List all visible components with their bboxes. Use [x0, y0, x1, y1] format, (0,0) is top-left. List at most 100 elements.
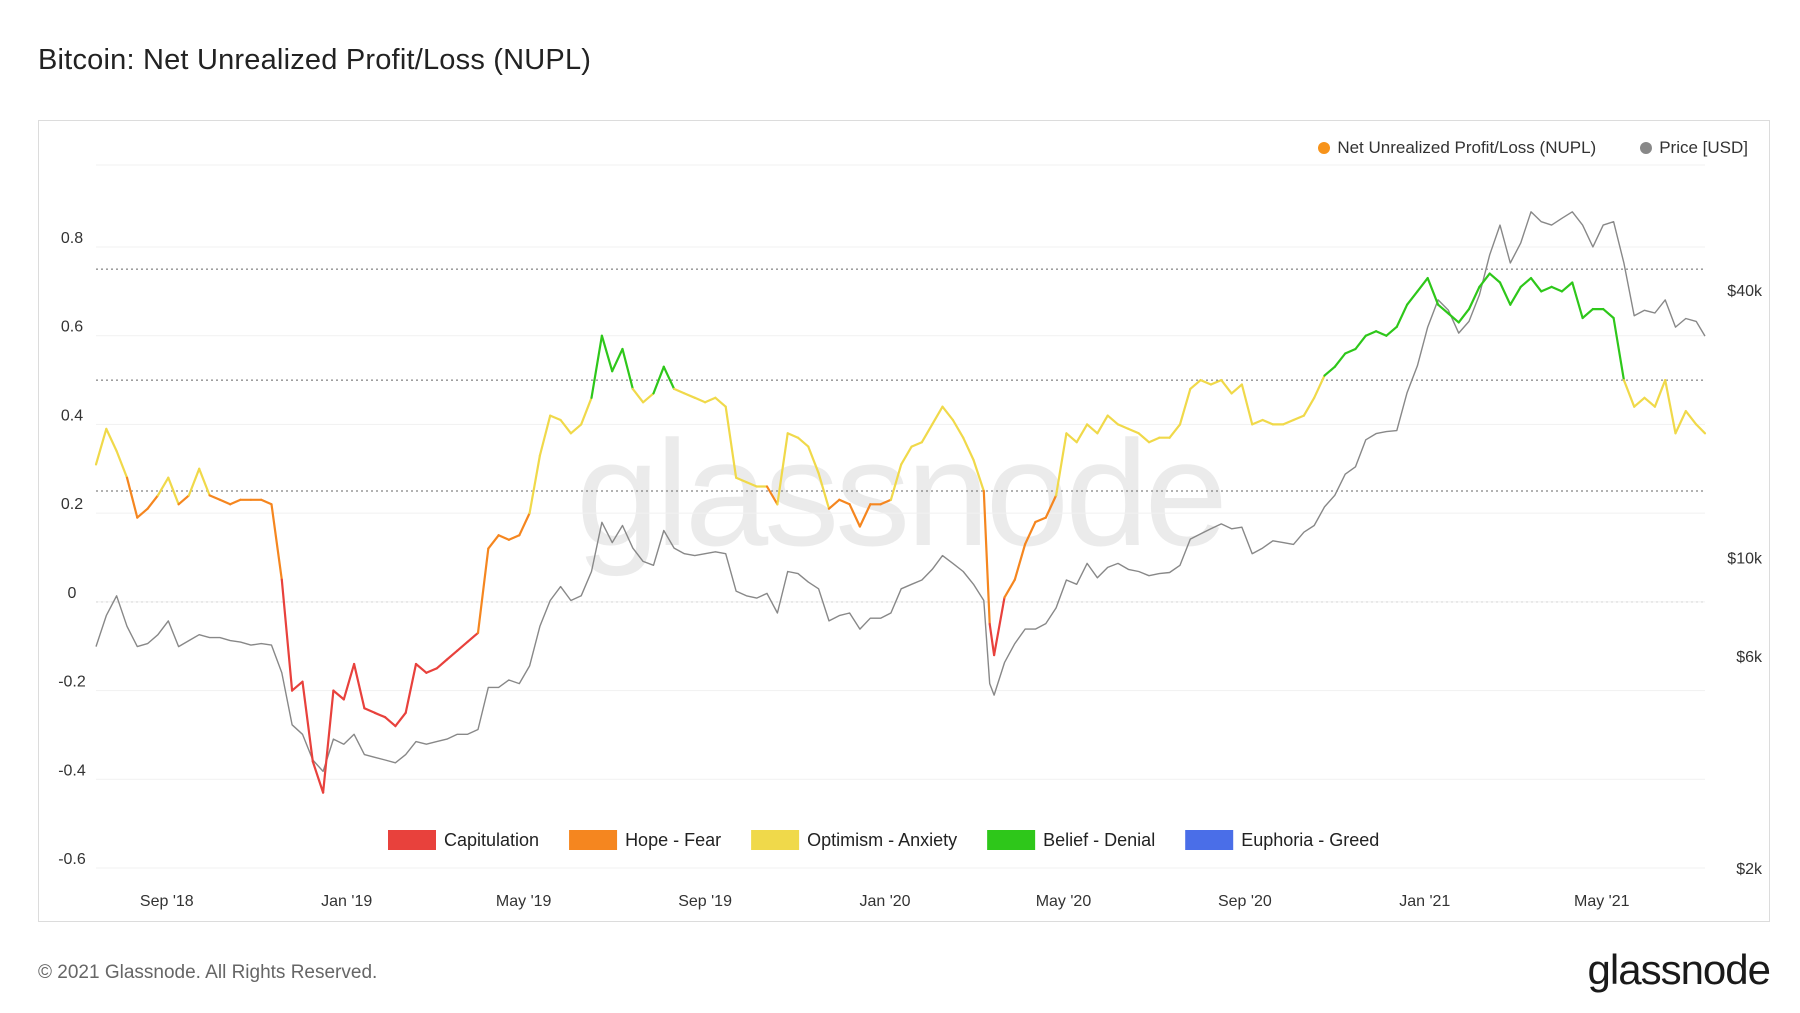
nupl-segment	[291, 680, 304, 692]
nupl-segment	[580, 396, 593, 426]
x-tick-label: Jan '21	[1399, 893, 1450, 910]
nupl-segment	[218, 498, 232, 506]
zone-legend-item[interactable]: Optimism - Anxiety	[751, 830, 957, 850]
nupl-segment	[962, 436, 975, 461]
y-left-tick-label: 0.4	[61, 407, 83, 424]
nupl-segment	[1529, 277, 1543, 293]
nupl-segment	[353, 662, 366, 710]
nupl-segment	[342, 662, 356, 701]
nupl-segment	[1457, 308, 1471, 324]
nupl-segment	[786, 432, 800, 439]
nupl-segment	[311, 760, 325, 794]
zone-legend-swatch	[569, 830, 618, 850]
nupl-segment	[1571, 281, 1584, 320]
y-right-tick-label: $6k	[1736, 649, 1763, 666]
x-tick-label: May '21	[1574, 893, 1630, 910]
zone-legend-item[interactable]: Hope - Fear	[569, 830, 721, 850]
price-series	[95, 211, 1706, 773]
nupl-segment	[260, 498, 273, 506]
nupl-segment	[745, 481, 758, 488]
nupl-segment	[1436, 303, 1450, 315]
nupl-series	[94, 272, 1707, 794]
nupl-segment	[1344, 347, 1357, 355]
nupl-segment	[1612, 316, 1626, 382]
nupl-segment	[1684, 410, 1698, 426]
nupl-segment	[920, 423, 934, 444]
nupl-segment	[1065, 432, 1078, 444]
nupl-segment	[476, 547, 490, 635]
nupl-segment	[1405, 290, 1419, 306]
nupl-segment	[270, 503, 283, 581]
y-left-tick-label: 0.6	[61, 319, 83, 336]
nupl-segment	[156, 476, 170, 497]
zone-legend: Capitulation Hope - Fear Optimism - Anxiet…	[388, 830, 1379, 850]
nupl-segment	[889, 463, 903, 501]
nupl-segment	[838, 498, 851, 506]
nupl-segment	[1044, 494, 1058, 519]
nupl-segment	[807, 445, 820, 475]
nupl-segment	[1189, 379, 1202, 390]
zone-legend-item[interactable]: Euphoria - Greed	[1185, 830, 1379, 850]
x-tick-label: Sep '18	[140, 893, 194, 910]
nupl-segment	[900, 445, 913, 466]
nupl-segment	[1034, 516, 1047, 524]
nupl-segment	[167, 476, 180, 506]
nupl-segment	[910, 441, 924, 448]
nupl-segment	[1230, 383, 1244, 395]
nupl-segment	[1199, 379, 1213, 386]
nupl-segment	[384, 716, 397, 728]
nupl-segment	[972, 458, 985, 493]
legend-label-price: Price [USD]	[1659, 138, 1748, 157]
nupl-segment	[683, 392, 696, 399]
nupl-segment	[693, 396, 707, 404]
nupl-segment	[549, 414, 562, 422]
nupl-segment	[941, 405, 955, 422]
nupl-segment	[1498, 281, 1512, 306]
nupl-segment	[1116, 423, 1130, 430]
zone-legend-label: Capitulation	[444, 830, 539, 850]
zone-legend-item[interactable]: Belief - Denial	[987, 830, 1155, 850]
nupl-segment	[1096, 414, 1109, 435]
y-left-tick-label: 0	[68, 585, 77, 602]
y-left-tick-label: -0.2	[58, 674, 86, 691]
nupl-segment	[734, 476, 748, 484]
y-right-tick-label: $2k	[1736, 861, 1763, 878]
nupl-segment	[1540, 285, 1553, 293]
nupl-segment	[1168, 423, 1182, 439]
nupl-segment	[714, 396, 727, 408]
nupl-segment	[817, 472, 831, 510]
nupl-segment	[1127, 427, 1140, 435]
reference-lines	[96, 164, 1705, 869]
zone-legend-swatch	[388, 830, 436, 850]
nupl-segment	[848, 503, 862, 528]
y-left-axis: 0.8 0.6 0.4 0.2 0 -0.2 -0.4 -0.6	[58, 230, 86, 868]
nupl-segment	[198, 467, 211, 497]
nupl-segment	[1261, 418, 1275, 426]
nupl-segment	[1106, 414, 1120, 426]
y-left-tick-label: 0.8	[61, 230, 83, 247]
nupl-legend-dot	[1318, 142, 1331, 154]
nupl-segment	[1013, 543, 1027, 581]
nupl-segment	[951, 418, 965, 439]
nupl-segment	[1003, 578, 1016, 599]
zone-legend-swatch	[1185, 830, 1234, 850]
chart-frame	[38, 120, 1770, 922]
nupl-segment	[992, 596, 1006, 657]
zone-legend-label: Euphoria - Greed	[1241, 830, 1379, 850]
legend-label-nupl: Net Unrealized Profit/Loss (NUPL)	[1337, 138, 1597, 157]
x-tick-label: May '19	[496, 893, 552, 910]
zone-legend-item[interactable]: Capitulation	[388, 830, 539, 850]
nupl-segment	[528, 454, 542, 515]
nupl-segment	[1426, 277, 1440, 306]
legend-item-price[interactable]: Price [USD]	[1640, 138, 1748, 158]
nupl-segment	[229, 498, 242, 506]
nupl-segment	[1302, 396, 1316, 417]
legend-item-nupl[interactable]: Net Unrealized Profit/Loss (NUPL)	[1318, 138, 1596, 158]
nupl-segment	[363, 707, 376, 714]
nupl-segment	[404, 662, 418, 714]
nupl-segment	[1467, 285, 1481, 311]
nupl-segment	[559, 418, 573, 435]
nupl-segment	[703, 396, 717, 404]
nupl-segment	[1354, 334, 1367, 351]
nupl-segment	[1251, 418, 1264, 426]
